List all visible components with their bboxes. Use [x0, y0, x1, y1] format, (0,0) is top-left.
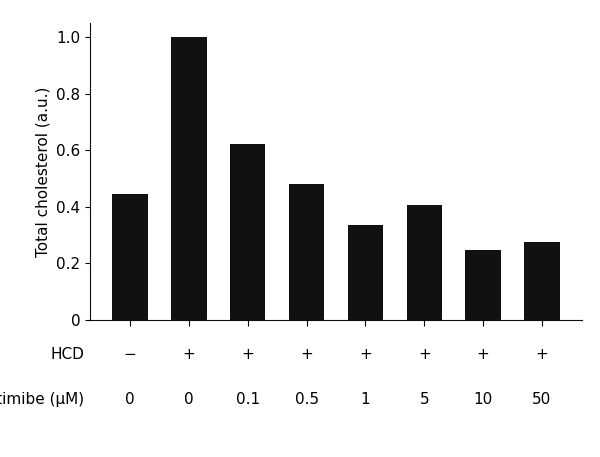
- Bar: [171, 37, 206, 320]
- Text: 0: 0: [184, 393, 194, 407]
- Text: +: +: [241, 347, 254, 361]
- Bar: [230, 144, 265, 320]
- Text: −: −: [124, 347, 136, 361]
- Text: 0.1: 0.1: [236, 393, 260, 407]
- Text: HCD: HCD: [50, 347, 84, 361]
- Text: Ezetimibe (μM): Ezetimibe (μM): [0, 393, 84, 407]
- Bar: [112, 194, 148, 320]
- Bar: [524, 242, 560, 320]
- Text: +: +: [359, 347, 372, 361]
- Text: +: +: [536, 347, 548, 361]
- Text: 5: 5: [419, 393, 429, 407]
- Text: +: +: [418, 347, 431, 361]
- Bar: [466, 250, 501, 320]
- Text: 0.5: 0.5: [295, 393, 319, 407]
- Text: 50: 50: [532, 393, 551, 407]
- Bar: [289, 184, 324, 320]
- Text: 0: 0: [125, 393, 135, 407]
- Text: +: +: [300, 347, 313, 361]
- Text: +: +: [477, 347, 490, 361]
- Text: 1: 1: [361, 393, 370, 407]
- Y-axis label: Total cholesterol (a.u.): Total cholesterol (a.u.): [35, 86, 50, 256]
- Bar: [407, 205, 442, 320]
- Text: +: +: [182, 347, 195, 361]
- Text: 10: 10: [473, 393, 493, 407]
- Bar: [348, 225, 383, 320]
